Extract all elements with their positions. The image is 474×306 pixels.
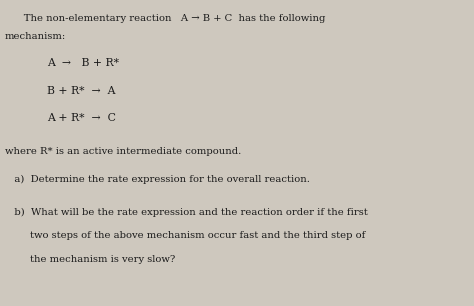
- Text: two steps of the above mechanism occur fast and the third step of: two steps of the above mechanism occur f…: [5, 231, 365, 240]
- Text: A + R*  →  C: A + R* → C: [47, 113, 116, 123]
- Text: a)  Determine the rate expression for the overall reaction.: a) Determine the rate expression for the…: [5, 174, 310, 184]
- Text: mechanism:: mechanism:: [5, 32, 66, 41]
- Text: B + R*  →  A: B + R* → A: [47, 86, 116, 96]
- Text: The non-elementary reaction   A → B + C  has the following: The non-elementary reaction A → B + C ha…: [5, 14, 325, 23]
- Text: where R* is an active intermediate compound.: where R* is an active intermediate compo…: [5, 147, 241, 156]
- Text: A  →   B + R*: A → B + R*: [47, 58, 119, 68]
- Text: the mechanism is very slow?: the mechanism is very slow?: [5, 255, 175, 263]
- Text: b)  What will be the rate expression and the reaction order if the first: b) What will be the rate expression and …: [5, 208, 367, 217]
